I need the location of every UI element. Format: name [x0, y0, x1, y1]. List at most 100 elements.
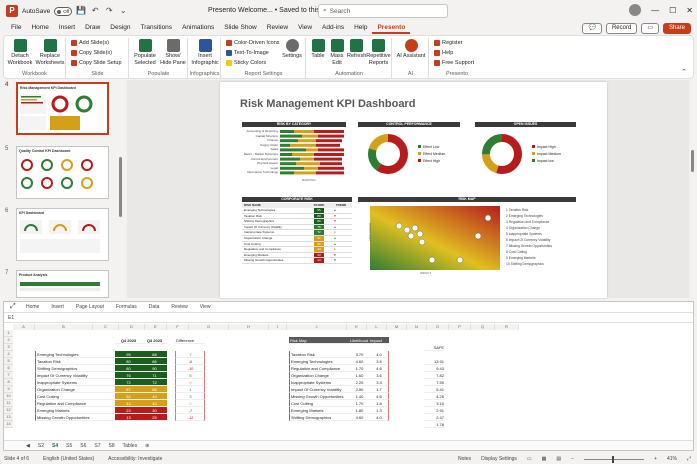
detach-workbook-button[interactable]: Detach Workbook [7, 39, 33, 66]
refresh-button[interactable]: Refresh [347, 39, 366, 60]
normal-view-icon[interactable]: ▭ [526, 456, 532, 462]
row-header[interactable]: 12 [4, 407, 13, 414]
zoom-slider[interactable] [584, 455, 645, 463]
column-header[interactable]: C [93, 324, 119, 330]
row-header[interactable]: 3 [4, 344, 13, 351]
cell-value[interactable]: 49 [141, 393, 167, 400]
cell-risk-name[interactable]: Shifting Demographics [35, 365, 115, 372]
cell-risk-name[interactable]: Taxation Risk [35, 358, 115, 365]
cell-difference[interactable]: 5 [175, 372, 205, 379]
excel-tab-formulas[interactable]: Formulas [115, 304, 137, 310]
column-header[interactable]: J [287, 324, 347, 330]
column-header[interactable]: E [145, 324, 167, 330]
search-input[interactable]: ⌕ Search [318, 4, 448, 18]
cell-value[interactable]: 80 [115, 358, 141, 365]
cell-difference[interactable]: -10 [175, 365, 205, 372]
slide-thumbnail[interactable]: Risk Management KPI Dashboard [16, 82, 109, 135]
cell-header[interactable]: Impact [369, 337, 389, 344]
column-header[interactable]: K [347, 324, 367, 330]
excel-tab-home[interactable]: Home [26, 304, 40, 310]
column-header[interactable]: I [269, 324, 287, 330]
add-sheet-icon[interactable]: ⊕ [145, 442, 150, 449]
cell-value[interactable]: 66 [141, 386, 167, 393]
column-header[interactable]: L [367, 324, 387, 330]
cell-value[interactable]: 1.70 [349, 365, 369, 372]
cell-value[interactable]: 1.8 [369, 400, 389, 407]
document-title[interactable]: Presento Welcome... • Saved to this PC ⌄ [208, 7, 340, 14]
cell-value[interactable]: 13.91 [424, 358, 444, 365]
excel-tab-data[interactable]: Data [148, 304, 160, 310]
settings-button[interactable]: Settings [280, 39, 304, 60]
column-header[interactable]: H [229, 324, 269, 330]
cell-value[interactable]: 72 [115, 379, 141, 386]
cell-value[interactable]: 2.91 [424, 407, 444, 414]
thumbnails-scrollbar[interactable] [118, 82, 123, 296]
cell-risk-name[interactable]: Missing Growth Opportunities [35, 414, 115, 421]
present-icon[interactable]: ▭ [641, 22, 659, 34]
mass-edit-button[interactable]: Mass Edit [328, 39, 346, 66]
copy-slide-setup-button[interactable]: Copy Slide Setup [71, 60, 122, 66]
cell-header[interactable]: Q3 2023 [141, 337, 167, 344]
tab-presento[interactable]: Presento [372, 22, 411, 34]
add-slides-button[interactable]: Add Slide(s) [71, 40, 109, 46]
cell-difference[interactable]: 7 [175, 351, 205, 358]
tab-file[interactable]: File [11, 24, 22, 31]
slide-thumbnail[interactable]: Quality Control KPI Dashboard [16, 146, 109, 199]
cell-value[interactable]: 86 [141, 358, 167, 365]
cell-value[interactable]: 30 [141, 407, 167, 414]
column-header[interactable]: F [167, 324, 189, 330]
copy-slides-button[interactable]: Copy Slide(s) [71, 50, 112, 56]
maximize-button[interactable]: ☐ [669, 5, 677, 15]
cell-difference[interactable]: -6 [175, 358, 205, 365]
cell-header[interactable]: Likelihood [349, 337, 369, 344]
cell-risk-name[interactable]: Shifting Demographics [289, 414, 349, 421]
sheet-tab[interactable]: S2 [37, 442, 44, 449]
cell-risk-name[interactable]: Emerging Markets [35, 407, 115, 414]
cell-value[interactable]: 5.41 [424, 386, 444, 393]
cell-value[interactable]: 4.0 [369, 414, 389, 421]
share-button[interactable]: Share [662, 22, 691, 34]
cell-risk-name[interactable]: Missing Growth Opportunities [289, 393, 349, 400]
row-header[interactable]: 8 [4, 379, 13, 386]
cell-value[interactable]: 44 [115, 400, 141, 407]
row-header[interactable]: 10 [4, 393, 13, 400]
tab-review[interactable]: Review [266, 24, 289, 31]
cell-value[interactable]: 52 [115, 393, 141, 400]
cell-risk-name[interactable]: Regulation and Compliance [35, 400, 115, 407]
minimize-button[interactable]: — [651, 5, 660, 15]
row-header[interactable]: 11 [4, 400, 13, 407]
help-button[interactable]: Help [434, 50, 453, 56]
cell-risk-name[interactable]: Emerging Technologies [289, 358, 349, 365]
populate-selected-button[interactable]: Populate Selected [132, 39, 158, 66]
column-header[interactable]: Q [471, 324, 495, 330]
fit-to-window-icon[interactable]: ⤢ [686, 456, 691, 462]
cell-difference[interactable]: 3 [175, 393, 205, 400]
collapse-ribbon-icon[interactable]: ⌃ [681, 69, 687, 76]
slide-sorter-icon[interactable]: ▦ [541, 456, 547, 462]
cell-value[interactable]: 4.60 [349, 414, 369, 421]
tab-view[interactable]: View [298, 24, 313, 31]
tab-draw[interactable]: Draw [85, 24, 101, 31]
cell-value[interactable]: 95 [115, 351, 141, 358]
sheet-tab[interactable]: S6 [80, 442, 87, 449]
cell-risk-name[interactable]: Impact Of Currency Volatility [289, 386, 349, 393]
slide-thumbnail[interactable]: KPI Dashboard [16, 208, 109, 261]
zoom-level[interactable]: 41% [666, 456, 677, 462]
cell-value[interactable]: 2.20 [349, 379, 369, 386]
record-button[interactable]: Record [605, 22, 638, 34]
close-button[interactable]: ✕ [686, 5, 693, 15]
cell-difference[interactable]: 0 [175, 379, 205, 386]
cell-value[interactable]: 7.82 [424, 372, 444, 379]
customize-qat-icon[interactable]: ⌄ [119, 6, 127, 15]
autosave-toggle[interactable]: Off [54, 6, 73, 16]
undo-icon[interactable]: ↶ [91, 6, 99, 15]
cell-value[interactable]: 9.43 [424, 365, 444, 372]
cell-value[interactable]: 90 [141, 365, 167, 372]
notes-button[interactable]: Notes [458, 456, 472, 462]
row-header[interactable]: 1 [4, 330, 13, 337]
cell-value[interactable]: 3.70 [349, 351, 369, 358]
cell-value[interactable]: 80 [115, 365, 141, 372]
column-header[interactable]: N [407, 324, 427, 330]
row-header[interactable]: 2 [4, 337, 13, 344]
avatar[interactable] [629, 4, 642, 16]
